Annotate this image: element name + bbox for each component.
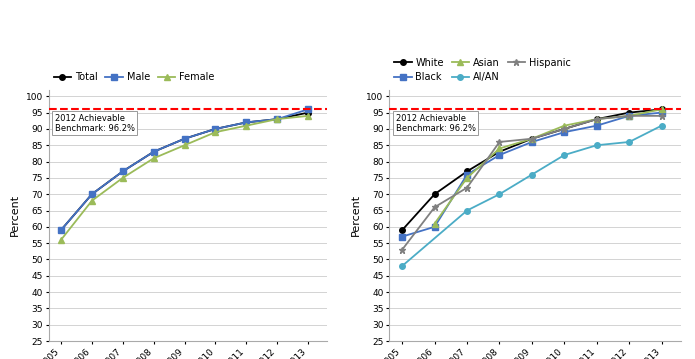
Y-axis label: Percent: Percent (351, 194, 361, 237)
Y-axis label: Percent: Percent (10, 194, 20, 237)
Legend: Total, Male, Female: Total, Male, Female (54, 73, 215, 82)
Text: 2012 Achievable
Benchmark: 96.2%: 2012 Achievable Benchmark: 96.2% (395, 113, 475, 133)
Text: 2012 Achievable
Benchmark: 96.2%: 2012 Achievable Benchmark: 96.2% (55, 113, 135, 133)
Legend: White, Black, Asian, AI/AN, Hispanic: White, Black, Asian, AI/AN, Hispanic (394, 57, 571, 82)
